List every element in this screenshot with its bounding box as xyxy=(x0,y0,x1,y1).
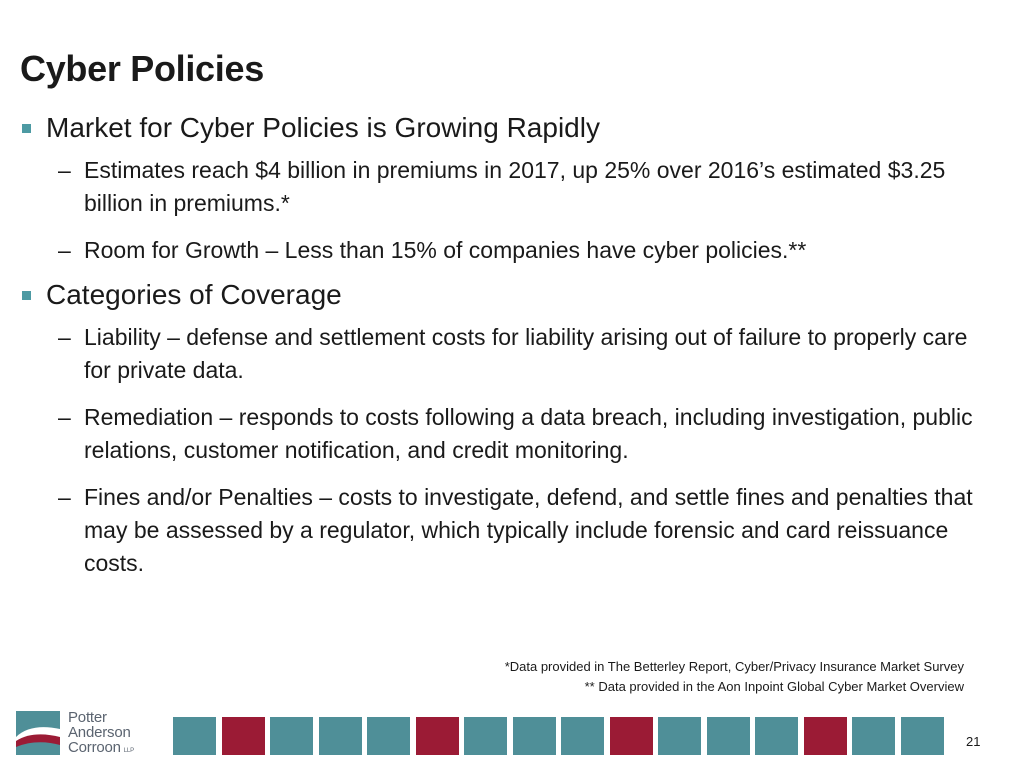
section-market: Market for Cyber Policies is Growing Rap… xyxy=(20,110,980,267)
footer-tile xyxy=(270,717,313,755)
footer-tile xyxy=(561,717,604,755)
bullet-text: Categories of Coverage xyxy=(46,279,342,310)
slide-body: Market for Cyber Policies is Growing Rap… xyxy=(20,110,980,594)
slide-title: Cyber Policies xyxy=(20,48,264,89)
bullet-text: Estimates reach $4 billion in premiums i… xyxy=(84,157,946,216)
footer-tile xyxy=(318,717,362,755)
bullet-text: Fines and/or Penalties – costs to invest… xyxy=(84,484,973,576)
section-categories: Categories of Coverage – Liability – def… xyxy=(20,277,980,580)
footer-tile xyxy=(221,717,265,755)
footer-tile xyxy=(803,717,847,755)
bullet-text: Remediation – responds to costs followin… xyxy=(84,404,973,463)
footer-tile xyxy=(415,717,459,755)
dash-bullet-icon: – xyxy=(58,324,71,350)
footnote: ** Data provided in the Aon Inpoint Glob… xyxy=(584,679,964,694)
bullet-level2: – Fines and/or Penalties – costs to inve… xyxy=(20,481,974,580)
footer-tile xyxy=(512,717,556,755)
square-bullet-icon xyxy=(22,291,31,300)
logo-line: Anderson xyxy=(68,724,131,741)
logo-line-text: Corroon xyxy=(68,739,121,756)
footer-tile xyxy=(173,717,216,755)
footer-tile xyxy=(367,717,410,755)
bullet-level2: – Estimates reach $4 billion in premiums… xyxy=(20,154,974,220)
footer-tile xyxy=(852,717,895,755)
footnote: *Data provided in The Betterley Report, … xyxy=(504,659,964,674)
dash-bullet-icon: – xyxy=(58,484,71,510)
bullet-level2: – Remediation – responds to costs follow… xyxy=(20,401,974,467)
bullet-text: Room for Growth – Less than 15% of compa… xyxy=(84,237,807,263)
footer-tile xyxy=(755,717,798,755)
footer-tile xyxy=(609,717,653,755)
bullet-level2: – Liability – defense and settlement cos… xyxy=(20,321,974,387)
bullet-text: Market for Cyber Policies is Growing Rap… xyxy=(46,112,600,143)
firm-logo: Potter Anderson Corroon LLP xyxy=(16,710,166,759)
footer-tile xyxy=(464,717,507,755)
logo-mark-icon xyxy=(16,711,60,755)
dash-bullet-icon: – xyxy=(58,404,71,430)
bullet-level2: – Room for Growth – Less than 15% of com… xyxy=(20,234,974,267)
bullet-level1: Categories of Coverage xyxy=(20,277,980,313)
footnotes: *Data provided in The Betterley Report, … xyxy=(505,657,964,697)
square-bullet-icon xyxy=(22,124,31,133)
footer-tile xyxy=(900,717,944,755)
bullet-level1: Market for Cyber Policies is Growing Rap… xyxy=(20,110,980,146)
logo-wordmark: Potter Anderson Corroon LLP xyxy=(68,710,134,755)
bullet-text: Liability – defense and settlement costs… xyxy=(84,324,968,383)
footer-tile xyxy=(658,717,701,755)
footer-tile xyxy=(706,717,750,755)
dash-bullet-icon: – xyxy=(58,237,71,263)
logo-llp: LLP xyxy=(123,748,134,754)
logo-line: Potter xyxy=(68,709,107,726)
page-number: 21 xyxy=(966,734,981,749)
dash-bullet-icon: – xyxy=(58,157,71,183)
logo-line: Corroon LLP xyxy=(68,740,134,755)
